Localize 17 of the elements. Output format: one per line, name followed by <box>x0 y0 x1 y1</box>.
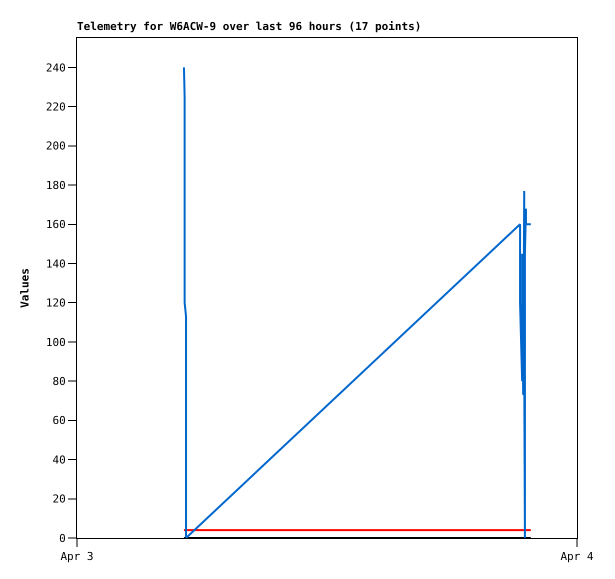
y-tick-label: 60 <box>52 414 66 428</box>
y-tick-label: 240 <box>46 61 66 74</box>
y-tick-label: 80 <box>52 374 66 388</box>
y-axis-title: Values <box>18 268 32 308</box>
y-tick-label: 220 <box>46 100 66 114</box>
x-tick-label: Apr 3 <box>60 550 94 564</box>
chart-title: Telemetry for W6ACW-9 over last 96 hours (17 points) <box>77 20 422 33</box>
y-tick-label: 180 <box>46 178 66 192</box>
y-tick-label: 140 <box>46 257 66 270</box>
y-tick-label: 200 <box>46 140 66 153</box>
y-tick-label: 160 <box>46 218 66 232</box>
y-tick-label: 100 <box>46 336 66 349</box>
y-tick-label: 0 <box>59 532 66 545</box>
y-tick-label: 120 <box>46 296 66 310</box>
y-tick-label: 20 <box>52 492 66 506</box>
y-tick-label: 40 <box>52 453 66 466</box>
x-tick-label: Apr 4 <box>560 550 594 564</box>
